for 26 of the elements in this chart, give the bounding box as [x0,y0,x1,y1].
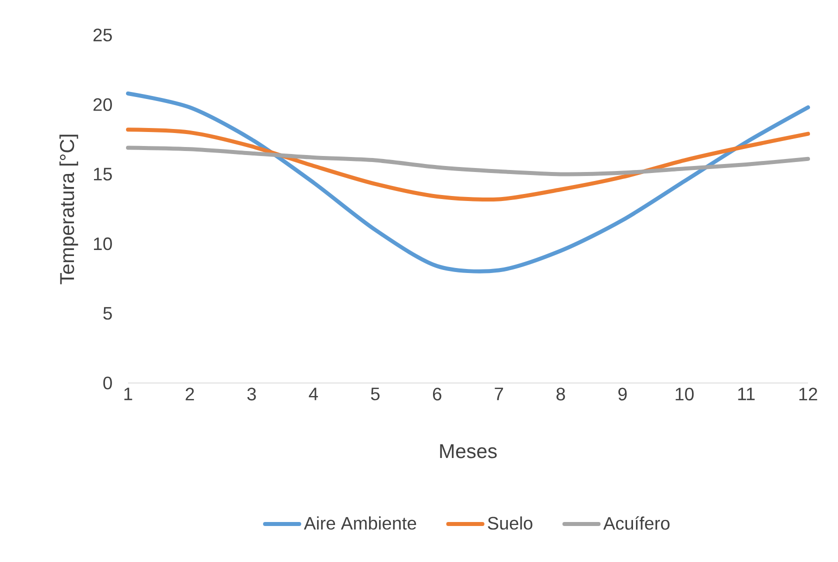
legend-label: Suelo [488,516,532,530]
line-series [126,91,810,274]
y-tick-label: 20 [94,98,112,111]
x-tick-label: 7 [494,388,504,400]
y-tick-label: 0 [103,376,112,390]
y-tick-label: 5 [103,307,112,320]
legend-label: Acuífero [603,516,670,530]
x-tick-label: 11 [738,388,755,400]
y-axis-title: Temperatura [°C] [59,134,78,284]
legend-label: Aire Ambiente [304,516,416,530]
x-tick-label: 4 [308,388,318,400]
x-tick-label: 6 [433,388,442,400]
x-tick-label: 2 [186,388,194,400]
y-tick-label: 25 [94,28,112,42]
x-tick-label: 10 [676,388,694,400]
y-tick-label: 10 [94,237,112,250]
line-series [126,146,810,176]
line-series [126,128,810,202]
x-tick-label: 5 [370,388,380,400]
y-tick-label: 15 [94,168,112,180]
x-tick-label: 9 [618,388,627,400]
x-axis-title: Meses [440,444,497,458]
x-tick-label: 1 [124,388,132,400]
x-tick-label: 3 [247,388,256,400]
x-tick-label: 12 [799,388,818,400]
x-tick-label: 8 [556,388,565,400]
